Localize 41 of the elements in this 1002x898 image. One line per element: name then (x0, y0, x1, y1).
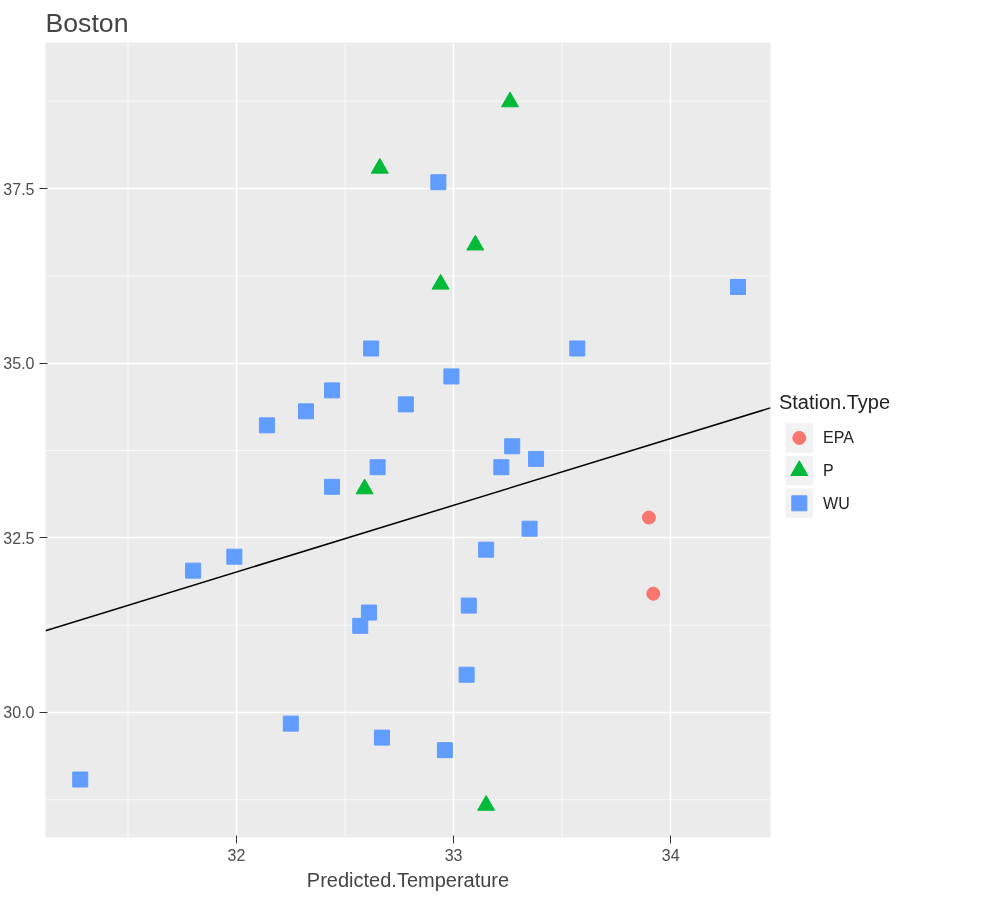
y-tick-label: 32.5 (3, 529, 35, 547)
point (282, 715, 299, 732)
legend-title: Station.Type (778, 390, 891, 413)
legend-label: WU (823, 494, 850, 512)
point (360, 604, 377, 621)
point (373, 729, 390, 746)
point (185, 562, 202, 579)
point (72, 771, 89, 788)
point (363, 340, 380, 357)
point (569, 340, 586, 357)
point (478, 541, 495, 558)
point (324, 382, 341, 399)
y-tick-label: 30.0 (3, 704, 35, 722)
y-tick-label: 35.0 (3, 355, 35, 373)
point (528, 450, 545, 467)
point (352, 617, 369, 634)
point (226, 548, 243, 565)
point (646, 586, 661, 601)
y-tick-label: 37.5 (3, 180, 35, 198)
point (436, 742, 453, 759)
legend-label: EPA (823, 429, 855, 447)
chart-title: Boston (45, 7, 129, 38)
legend-label: P (823, 462, 834, 480)
point (297, 403, 314, 420)
point (458, 666, 475, 683)
x-tick-label: 33 (444, 846, 463, 864)
point (521, 520, 538, 537)
point (493, 459, 510, 476)
x-axis-title: Predicted.Temperature (306, 868, 510, 891)
point (641, 510, 656, 525)
point (430, 174, 447, 191)
point (397, 396, 414, 413)
point (460, 597, 477, 614)
point (369, 459, 386, 476)
point (443, 368, 460, 385)
point (324, 478, 341, 495)
x-tick-label: 32 (227, 846, 246, 864)
x-tick-label: 34 (661, 846, 680, 864)
point (729, 279, 746, 296)
point (258, 417, 275, 434)
point (504, 438, 521, 455)
